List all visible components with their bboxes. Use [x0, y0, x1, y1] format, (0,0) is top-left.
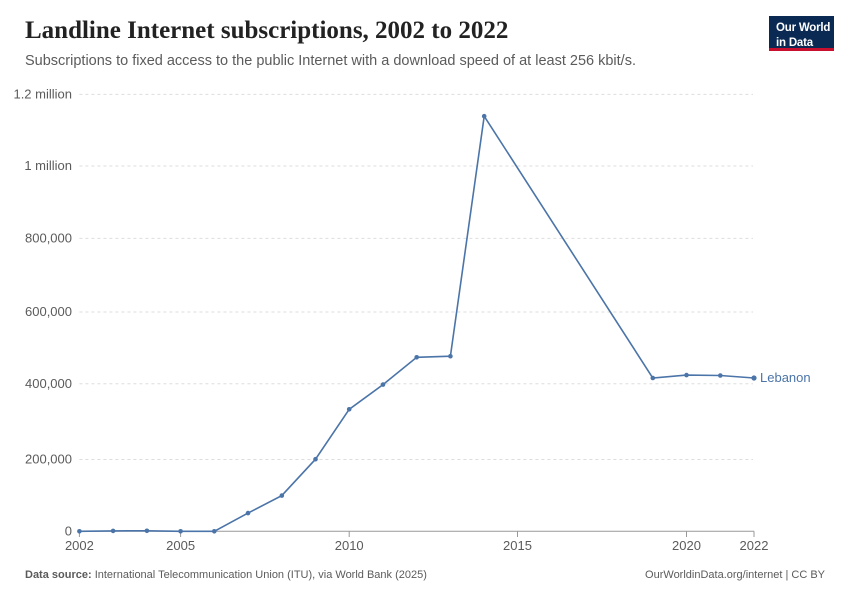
svg-text:600,000: 600,000: [25, 304, 72, 319]
svg-text:2015: 2015: [503, 538, 532, 553]
svg-text:2005: 2005: [166, 538, 195, 553]
svg-text:1 million: 1 million: [24, 158, 72, 173]
svg-text:2010: 2010: [335, 538, 364, 553]
svg-text:Lebanon: Lebanon: [760, 370, 811, 385]
svg-text:1.2 million: 1.2 million: [13, 86, 72, 101]
svg-text:2002: 2002: [65, 538, 94, 553]
svg-text:800,000: 800,000: [25, 230, 72, 245]
svg-text:400,000: 400,000: [25, 376, 72, 391]
svg-text:200,000: 200,000: [25, 452, 72, 467]
svg-text:0: 0: [65, 523, 72, 538]
svg-text:2022: 2022: [740, 538, 769, 553]
svg-text:2020: 2020: [672, 538, 701, 553]
